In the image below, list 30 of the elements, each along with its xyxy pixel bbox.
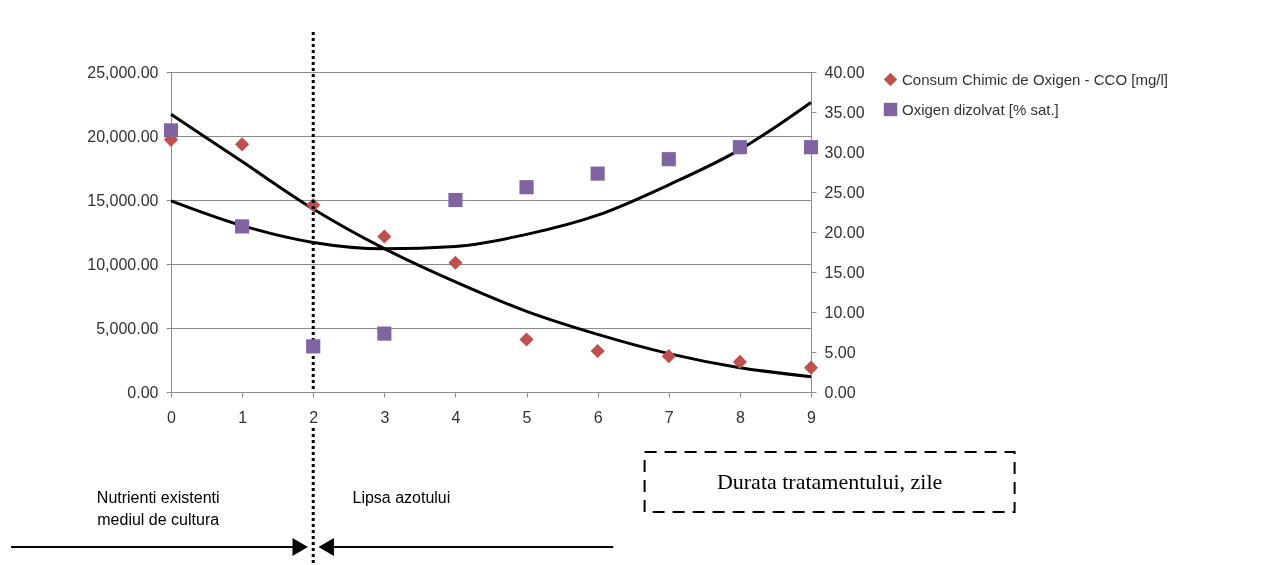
y2-tick-label: 0.00 <box>824 383 856 401</box>
y-tick-label: 15,000.00 <box>87 191 159 209</box>
y-tick-label: 0.00 <box>127 383 159 401</box>
text: Lipsa azotului <box>352 489 451 506</box>
x-tick-label: 7 <box>664 408 674 426</box>
x-tick-label: 9 <box>807 408 817 426</box>
y2-tick-label: 15.00 <box>824 263 865 281</box>
legend-label: Oxigen dizolvat [% sat.] <box>902 100 1059 118</box>
legend-label: Consum Chimic de Oxigen - CCO [mg/l] <box>902 70 1168 88</box>
y2-tick-label: 10.00 <box>824 303 865 321</box>
x-tick-label: 2 <box>309 408 319 426</box>
y-tick-label: 10,000.00 <box>87 255 159 273</box>
x-tick-label: 1 <box>238 408 248 426</box>
y-tick-label: 25,000.00 <box>87 63 159 81</box>
x-axis-title: Durata tratamentului, zile <box>716 469 943 494</box>
y-tick-label: 20,000.00 <box>87 127 159 145</box>
x-tick-label: 6 <box>593 408 603 426</box>
x-tick-label: 3 <box>380 408 390 426</box>
y2-tick-label: 25.00 <box>824 183 865 201</box>
y2-tick-label: 35.00 <box>824 103 865 121</box>
y2-tick-label: 40.00 <box>824 63 865 81</box>
y2-tick-label: 30.00 <box>824 143 865 161</box>
x-tick-label: 5 <box>522 408 532 426</box>
x-tick-label: 8 <box>735 408 745 426</box>
text: Nutrienti existenti mediul de cultura <box>96 489 220 528</box>
y-tick-label: 5,000.00 <box>96 319 159 337</box>
y2-tick-label: 5.00 <box>824 343 856 361</box>
y2-tick-label: 20.00 <box>824 223 865 241</box>
x-tick-label: 0 <box>167 408 177 426</box>
x-tick-label: 4 <box>451 408 461 426</box>
